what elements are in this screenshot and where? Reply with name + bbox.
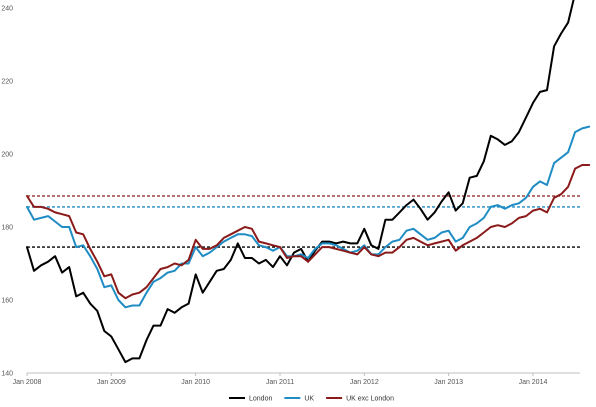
- x-tick-label: Jan 2009: [97, 379, 126, 386]
- x-tick-label: Jan 2014: [519, 379, 548, 386]
- legend: London UK UK exc London: [229, 396, 394, 403]
- reference-lines: [27, 195, 580, 248]
- axes: 140 160 180 200 220 240 Jan 2008 Jan 2009 Jan 20…: [1, 6, 580, 386]
- legend-label-london: London: [249, 396, 272, 403]
- y-tick-label: 160: [1, 298, 13, 305]
- legend-label-uk-exc-london: UK exc London: [346, 396, 394, 403]
- y-tick-label: 240: [1, 6, 13, 13]
- series-line-london: [26, 0, 575, 364]
- x-tick-label: Jan 2012: [350, 379, 379, 386]
- legend-label-uk: UK: [304, 396, 314, 403]
- y-tick-label: 200: [1, 152, 13, 159]
- x-tick-label: Jan 2010: [181, 379, 210, 386]
- x-tick-label: Jan 2011: [266, 379, 294, 386]
- y-tick-label: 140: [1, 371, 13, 378]
- y-tick-label: 180: [1, 225, 13, 232]
- x-tick-label: Jan 2013: [434, 379, 463, 386]
- series-line-uk: [26, 125, 591, 309]
- series-lines: [26, 0, 591, 364]
- series-line-uk-exc-london: [26, 164, 591, 300]
- x-tick-label: Jan 2008: [13, 379, 42, 386]
- y-tick-label: 220: [1, 79, 13, 86]
